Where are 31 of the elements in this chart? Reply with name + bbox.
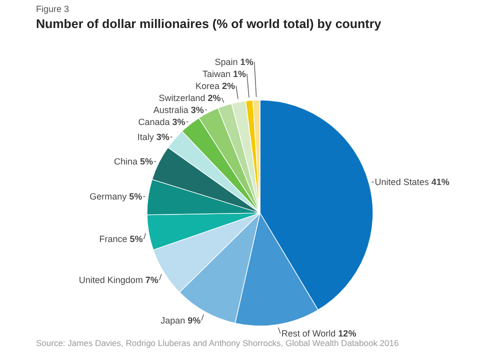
slice-label: Italy bbox=[137, 132, 154, 142]
chart-title: Number of dollar millionaires (% of world total) by country bbox=[36, 17, 382, 31]
slice-label: United States bbox=[374, 177, 430, 188]
slice-label: Switzerland bbox=[158, 92, 206, 103]
slice-label: Australia bbox=[153, 104, 188, 115]
slice-label: Japan bbox=[160, 315, 186, 326]
slice-label: France bbox=[99, 234, 128, 244]
slice-label: Germany bbox=[90, 191, 128, 202]
data-label: 5% bbox=[129, 191, 142, 202]
data-label: 9% bbox=[188, 315, 201, 326]
data-label: 12% bbox=[338, 328, 356, 339]
data-label: 3% bbox=[172, 116, 186, 127]
data-label: 1% bbox=[232, 68, 246, 79]
data-label: 2% bbox=[222, 80, 236, 91]
slice-label: Canada bbox=[138, 116, 170, 127]
slice-label: Spain bbox=[214, 56, 238, 67]
data-label: 41% bbox=[431, 177, 450, 188]
slice-label: United Kingdom bbox=[78, 275, 143, 286]
source-note: Source: James Davies, Rodrigo Lluberas and Anthony Shorrocks, Global Wealth Databook 2016 bbox=[36, 338, 399, 348]
data-label: 5% bbox=[130, 234, 143, 244]
data-label: 7% bbox=[145, 275, 158, 286]
data-label: 3% bbox=[190, 104, 204, 115]
chart-subtitle: Figure 3 bbox=[36, 4, 70, 14]
slice-label: China bbox=[114, 156, 138, 166]
data-label: 2% bbox=[208, 92, 221, 103]
data-label: 5% bbox=[140, 156, 154, 166]
data-label: 1% bbox=[240, 56, 254, 67]
slice-label: Rest of World bbox=[281, 328, 336, 339]
slice-label: Taiwan bbox=[202, 68, 230, 79]
data-label: 3% bbox=[156, 132, 170, 142]
slice-label: Korea bbox=[196, 80, 220, 91]
